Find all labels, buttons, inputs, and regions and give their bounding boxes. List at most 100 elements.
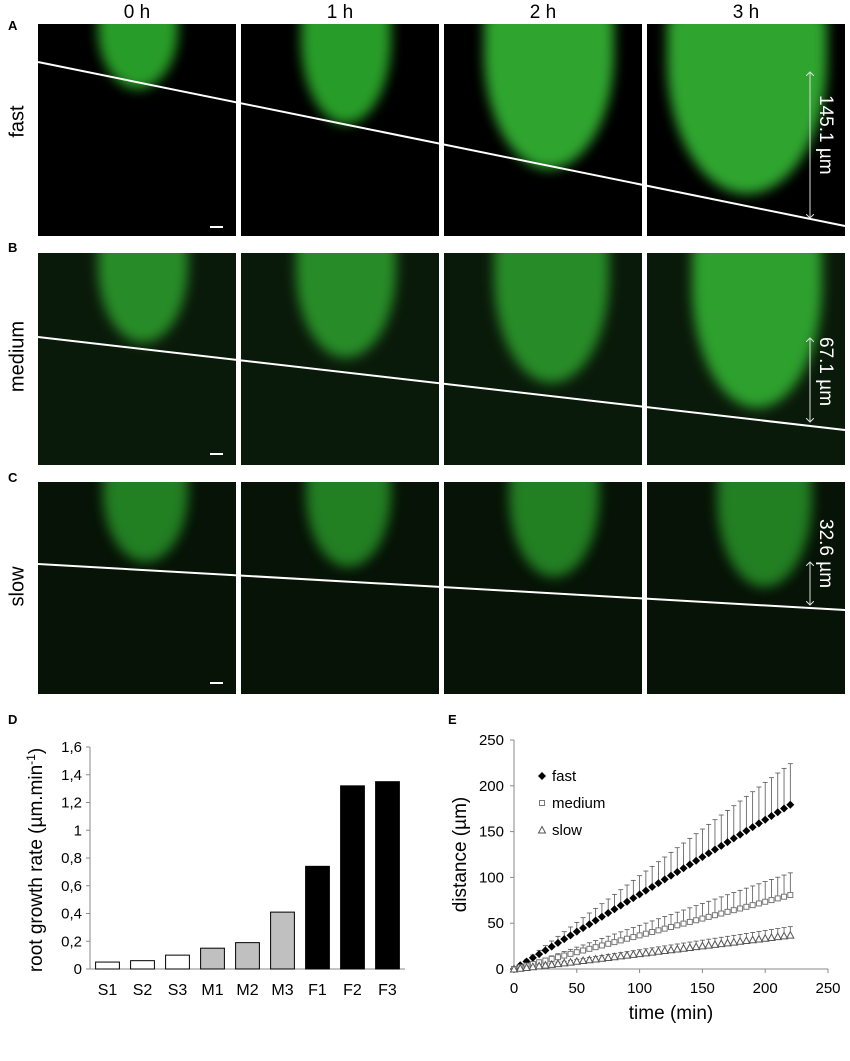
scale-bar	[210, 453, 223, 455]
data-point	[716, 939, 726, 948]
image-medium-1h	[241, 253, 439, 465]
data-point	[661, 925, 668, 932]
data-point	[553, 938, 562, 947]
data-point	[693, 917, 700, 924]
data-point	[674, 922, 681, 929]
y-tick-label: 0,4	[61, 906, 82, 923]
data-point	[718, 910, 725, 917]
data-point	[786, 800, 795, 809]
data-point	[561, 952, 568, 959]
bar-f3	[375, 781, 400, 970]
x-tick-label: F3	[378, 982, 397, 999]
data-point	[622, 950, 632, 959]
bar-chart-growth-rate: 0 0,2 0,4 0,6 0,8 1 1,2 1,4 1,6 S1 S2 S3 M1 M2 M3 F1 F2 F…	[24, 739, 405, 999]
data-point	[736, 830, 745, 839]
data-point	[672, 944, 682, 953]
series-slow	[509, 926, 795, 973]
growth-line-medium	[37, 336, 846, 431]
data-point	[592, 944, 599, 951]
data-point	[541, 960, 550, 969]
data-point	[761, 815, 770, 824]
data-point	[768, 897, 775, 904]
data-point	[730, 907, 737, 914]
y-tick-label: 150	[479, 824, 504, 841]
data-point	[610, 905, 619, 914]
y-tick-label: 0,6	[61, 878, 82, 895]
data-point	[566, 931, 575, 940]
legend-label-medium: medium	[552, 795, 605, 812]
data-point	[735, 936, 745, 945]
data-point	[660, 945, 670, 955]
data-point	[591, 954, 600, 963]
data-point	[528, 962, 538, 971]
legend-marker-medium	[539, 800, 545, 806]
data-point	[603, 952, 613, 961]
data-point	[668, 923, 674, 930]
data-point	[630, 934, 637, 941]
data-point	[773, 808, 782, 817]
data-point	[616, 951, 626, 960]
data-point	[686, 918, 693, 925]
data-point	[760, 933, 770, 942]
data-point	[554, 954, 561, 961]
data-point	[710, 939, 720, 948]
data-point	[515, 963, 525, 972]
data-point	[743, 903, 750, 910]
data-point	[711, 912, 718, 919]
data-point	[617, 937, 624, 944]
data-point	[691, 942, 701, 951]
data-point	[611, 939, 618, 946]
data-point	[559, 958, 569, 967]
scale-bar	[210, 682, 223, 684]
data-point	[742, 935, 751, 945]
data-point	[623, 897, 632, 906]
bar-m1	[200, 947, 225, 970]
data-point	[597, 912, 606, 921]
data-point	[598, 942, 605, 949]
measurement-medium: 67.1 µm	[815, 337, 836, 406]
bar-f2	[340, 785, 365, 970]
data-point	[749, 902, 756, 909]
data-point	[704, 940, 714, 949]
data-point	[604, 909, 613, 918]
data-point	[723, 838, 732, 847]
data-point	[624, 935, 631, 942]
image-fast-1h	[241, 24, 439, 236]
x-tick-label: 250	[815, 980, 840, 997]
data-point	[560, 935, 569, 944]
data-point	[704, 849, 713, 858]
data-point	[767, 811, 776, 820]
image-slow-1h	[241, 482, 439, 694]
data-point	[699, 915, 706, 922]
data-point	[642, 930, 649, 937]
data-point	[635, 949, 644, 958]
data-point	[535, 950, 544, 959]
data-point	[762, 898, 769, 905]
data-point	[748, 823, 757, 832]
data-point	[729, 834, 738, 843]
y-tick-label: 50	[487, 915, 504, 932]
panel-label-c: C	[8, 470, 18, 485]
y-tick-label: 100	[479, 869, 504, 886]
x-tick-label: S3	[168, 982, 188, 999]
data-point	[586, 945, 593, 952]
x-tick-label: S1	[98, 982, 118, 999]
x-tick-label: 50	[568, 980, 585, 997]
image-fast-2h	[444, 24, 642, 236]
legend-marker-fast	[538, 772, 546, 780]
legend: fast medium slow	[537, 768, 605, 839]
data-point	[679, 943, 688, 952]
image-medium-0h	[38, 253, 236, 465]
bar-s3	[165, 954, 190, 970]
data-point	[774, 895, 781, 902]
data-point	[680, 920, 687, 927]
legend-marker-slow	[537, 825, 547, 834]
data-point	[748, 935, 757, 944]
data-point	[528, 953, 537, 962]
bar-m3	[270, 911, 295, 970]
data-point	[717, 841, 726, 850]
data-point	[685, 860, 694, 869]
panel-label-b: B	[8, 240, 18, 255]
x-tick-label: M1	[201, 982, 223, 999]
y-tick-label: 1,6	[61, 739, 82, 756]
